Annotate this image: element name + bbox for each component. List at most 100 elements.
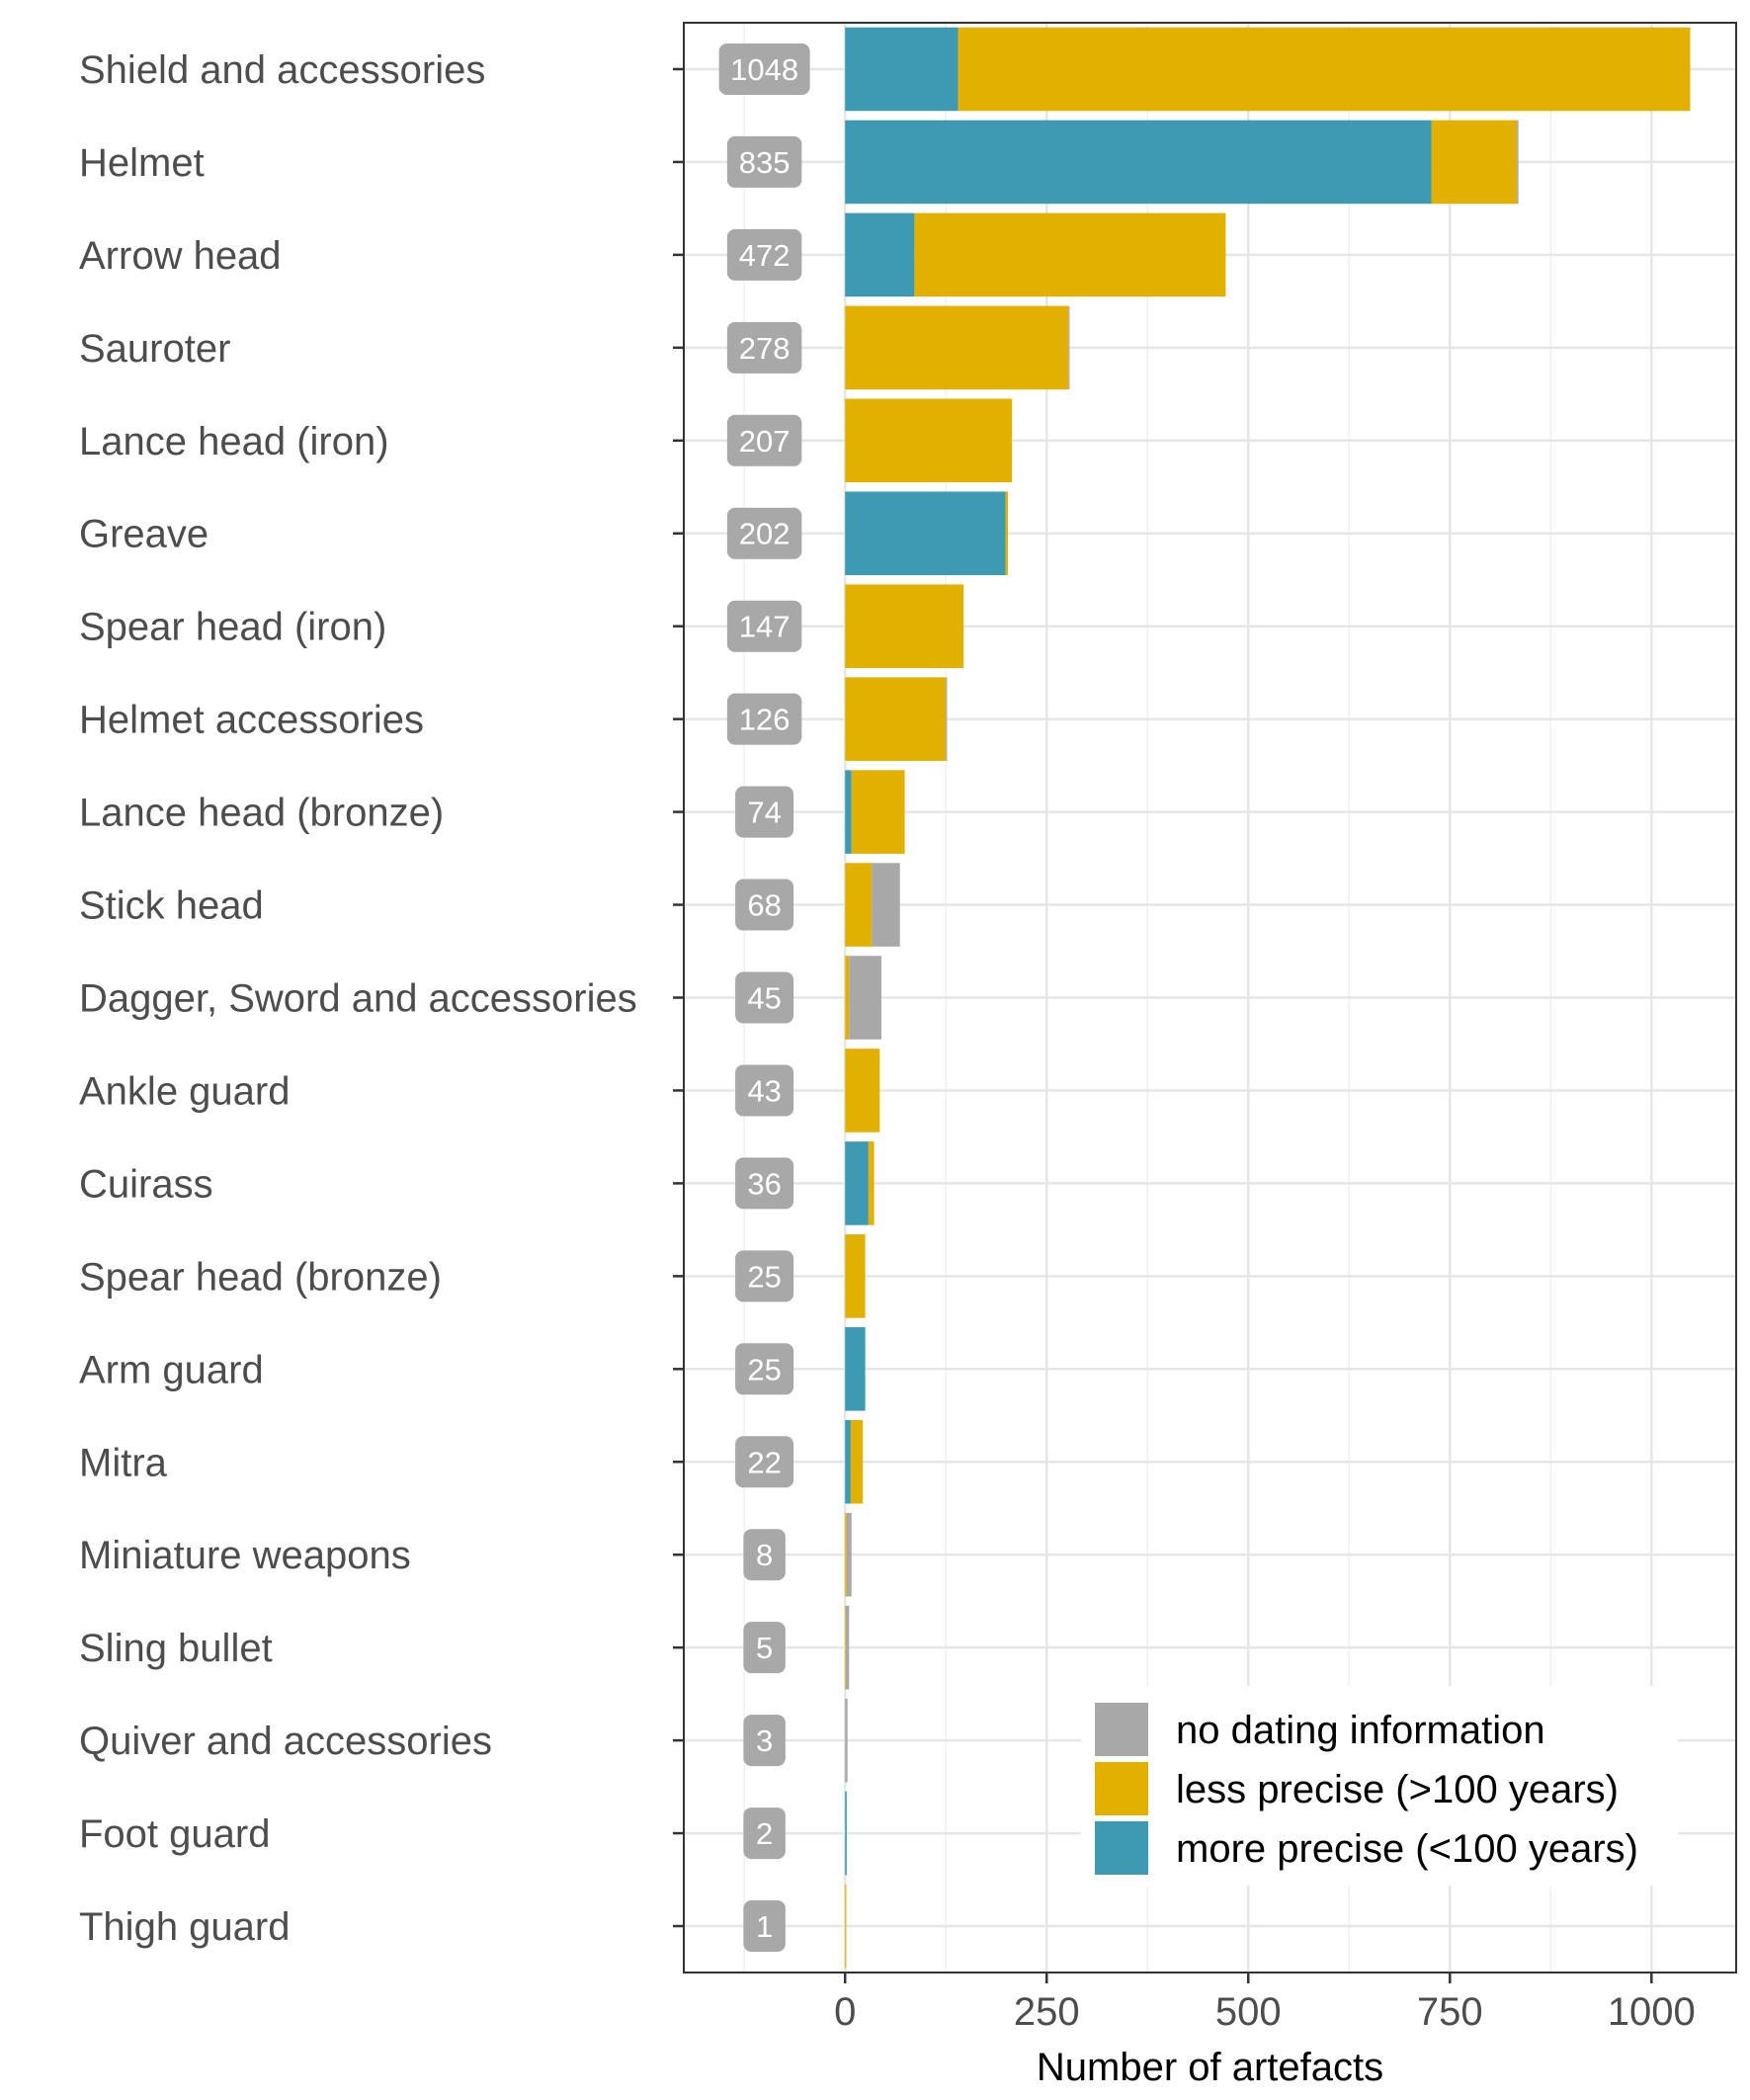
total-label-box [743, 1529, 786, 1581]
total-label-text: 2 [756, 1816, 773, 1851]
y-tick-label-lance-head-bronze: Lance head (bronze) [79, 792, 444, 835]
y-tick-label-ankle-guard: Ankle guard [79, 1069, 290, 1113]
bar-segment-helmet-more-precise-100-years [845, 120, 1432, 205]
total-label-box [726, 135, 802, 188]
total-label-text: 835 [739, 145, 791, 180]
x-tick-label-1000: 1000 [1608, 1990, 1696, 2034]
y-tick-label-arm-guard: Arm guard [79, 1348, 264, 1391]
y-tick-label-helmet-accessories: Helmet accessories [79, 699, 424, 742]
y-tick-label-greave: Greave [79, 513, 208, 556]
bar-segment-greave-more-precise-100-years [845, 491, 1006, 576]
y-tick-label-spear-head-iron: Spear head (iron) [79, 606, 386, 649]
total-label-text: 126 [739, 703, 791, 737]
y-tick-label-cuirass: Cuirass [79, 1162, 213, 1206]
total-label-greave: 202 [726, 507, 802, 559]
legend-label: less precise (>100 years) [1176, 1768, 1619, 1811]
bar-segment-helmet-no-dating-information [1517, 120, 1519, 205]
total-label-text: 202 [739, 517, 791, 551]
total-label-sling-bullet: 5 [743, 1622, 786, 1674]
total-label-box [735, 1436, 794, 1488]
bar-segment-arm-guard-more-precise-100-years [845, 1327, 866, 1411]
total-label-cuirass: 36 [735, 1157, 794, 1210]
total-label-text: 5 [756, 1631, 773, 1665]
bar-segment-shield-and-accessories-more-precise-100-years [845, 27, 958, 112]
y-tick-label-spear-head-bronze: Spear head (bronze) [79, 1255, 442, 1299]
bar-segment-shield-and-accessories-less-precise-100-years [958, 27, 1691, 112]
bar-segment-arrow-head-less-precise-100-years [914, 212, 1226, 297]
total-label-foot-guard: 2 [743, 1807, 786, 1860]
total-label-text: 1048 [730, 52, 798, 87]
bar-segment-quiver-and-accessories-no-dating-information [845, 1698, 848, 1783]
total-label-box [718, 42, 810, 95]
y-tick-label-stick-head: Stick head [79, 884, 264, 928]
y-tick-label-foot-guard: Foot guard [79, 1812, 270, 1856]
y-tick-label-shield-and-accessories: Shield and accessories [79, 48, 485, 92]
bar-segment-foot-guard-more-precise-100-years [845, 1791, 847, 1876]
total-label-text: 207 [739, 424, 791, 459]
total-label-box [735, 1343, 794, 1395]
y-tick-label-lance-head-iron: Lance head (iron) [79, 420, 389, 463]
legend-item-less-precise-100-years: less precise (>100 years) [1095, 1762, 1619, 1815]
y-tick-label-dagger-sword-and-accessories: Dagger, Sword and accessories [79, 977, 637, 1021]
y-axis: Shield and accessories Helmet Arrow head Sa… [79, 48, 684, 1949]
bar-segment-mitra-more-precise-100-years [845, 1419, 851, 1504]
bar-segment-dagger-sword-and-accessories-no-dating-information [849, 956, 881, 1040]
total-label-helmet: 835 [726, 135, 802, 188]
total-label-text: 45 [747, 981, 781, 1016]
legend-label: no dating information [1176, 1709, 1545, 1752]
legend-background [1081, 1686, 1678, 1886]
bar-segment-greave-less-precise-100-years [1005, 491, 1009, 576]
total-label-lance-head-iron: 207 [726, 414, 802, 466]
y-tick-label-helmet: Helmet [79, 141, 205, 185]
legend-swatch [1095, 1703, 1148, 1756]
total-label-arm-guard: 25 [735, 1343, 794, 1395]
total-label-text: 1 [756, 1909, 773, 1944]
bar-segment-arrow-head-more-precise-100-years [845, 212, 915, 297]
y-tick-label-thigh-guard: Thigh guard [79, 1905, 290, 1949]
total-label-box [743, 1715, 786, 1767]
total-label-text: 278 [739, 331, 791, 366]
total-label-box [726, 693, 802, 745]
total-label-stick-head: 68 [735, 879, 794, 931]
bar-segment-helmet-less-precise-100-years [1431, 120, 1518, 205]
bar-segment-sling-bullet-no-dating-information [846, 1605, 850, 1690]
bar-segment-stick-head-no-dating-information [872, 863, 900, 947]
legend-swatch [1095, 1762, 1148, 1815]
total-label-box [735, 1157, 794, 1210]
bar-segment-lance-head-iron-less-precise-100-years [845, 398, 1013, 483]
total-label-sauroter: 278 [726, 321, 802, 374]
bar-segment-lance-head-bronze-less-precise-100-years [851, 770, 905, 854]
x-axis-title: Number of artefacts [1037, 2046, 1383, 2089]
total-label-text: 8 [756, 1538, 773, 1572]
total-label-spear-head-iron: 147 [726, 600, 802, 652]
total-label-mitra: 22 [735, 1436, 794, 1488]
bar-segment-spear-head-bronze-less-precise-100-years [845, 1234, 866, 1318]
x-tick-label-750: 750 [1417, 1990, 1483, 2034]
bar-segment-miniature-weapons-no-dating-information [846, 1512, 852, 1597]
legend-item-no-dating-information: no dating information [1095, 1703, 1545, 1756]
y-tick-label-sling-bullet: Sling bullet [79, 1627, 273, 1670]
y-tick-label-miniature-weapons: Miniature weapons [79, 1534, 411, 1577]
total-label-text: 25 [747, 1352, 781, 1386]
total-label-text: 74 [747, 796, 781, 830]
bar-segment-sling-bullet-less-precise-100-years [845, 1605, 847, 1690]
bar-segment-helmet-accessories-less-precise-100-years [845, 677, 947, 761]
bar-segment-ankle-guard-less-precise-100-years [845, 1049, 880, 1133]
total-label-text: 472 [739, 238, 791, 273]
total-label-box [743, 1622, 786, 1674]
total-label-shield-and-accessories: 1048 [718, 42, 810, 95]
bar-segment-thigh-guard-less-precise-100-years [845, 1884, 847, 1969]
total-label-box [735, 786, 794, 838]
total-label-dagger-sword-and-accessories: 45 [735, 971, 794, 1024]
total-label-box [726, 228, 802, 281]
bar-segment-lance-head-bronze-more-precise-100-years [845, 770, 852, 854]
bar-segment-mitra-less-precise-100-years [850, 1419, 864, 1504]
y-tick-label-quiver-and-accessories: Quiver and accessories [79, 1720, 492, 1763]
total-label-box [743, 1807, 786, 1860]
y-tick-label-arrow-head: Arrow head [79, 234, 282, 278]
total-label-ankle-guard: 43 [735, 1064, 794, 1117]
bar-segment-sauroter-less-precise-100-years [845, 305, 1069, 390]
total-label-text: 43 [747, 1073, 781, 1108]
total-label-miniature-weapons: 8 [743, 1529, 786, 1581]
